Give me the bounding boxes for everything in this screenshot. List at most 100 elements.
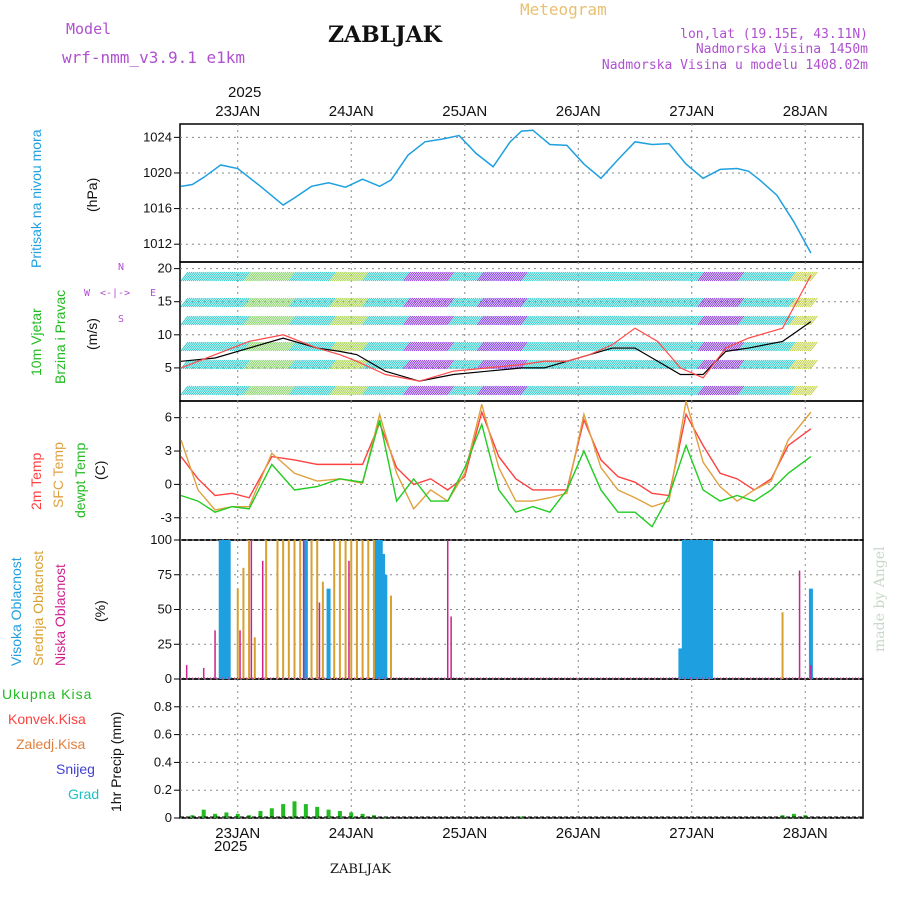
y-tick-label: 1012 [143, 236, 172, 251]
footer-station: ZABLJAK [330, 862, 391, 877]
panel-frame-4 [179, 678, 864, 819]
cloud-bar [372, 540, 375, 679]
cloud-bar [798, 570, 801, 679]
precip-bar [213, 813, 218, 818]
y-tick-label: 0.6 [154, 727, 172, 742]
cloud-bar [383, 574, 388, 679]
cloud-bar [226, 540, 231, 679]
y-tick-label: 5 [165, 360, 172, 375]
precip-bar [201, 809, 206, 818]
model-name: wrf-nmm_v3.9.1 e1km [62, 48, 246, 67]
cloud-bar [310, 540, 313, 679]
wind-legend-s: S [118, 314, 125, 325]
panel-frame-1 [179, 261, 864, 402]
cloud-bar [702, 540, 707, 679]
station-title: ZABLJAK [328, 22, 442, 48]
y-tick-label: 50 [158, 602, 172, 617]
year-bottom: 2025 [214, 838, 248, 855]
cloud-bar [302, 540, 305, 679]
cloud-bar [282, 540, 285, 679]
y-tick-label: 1024 [143, 129, 172, 144]
precip-bar [360, 813, 365, 818]
cloud-bar [355, 540, 358, 679]
cloud-bar [239, 630, 241, 679]
cloud-bar [316, 540, 319, 679]
year-top: 2025 [228, 84, 262, 101]
wind-legend-w: W [84, 288, 91, 299]
cloud-bar [303, 540, 308, 679]
cloud-bar [299, 540, 302, 679]
cloud-bar [202, 667, 205, 679]
legend-total-rain: Ukupna Kisa [2, 686, 93, 702]
cloud-bar [378, 540, 383, 679]
cloud-bar [321, 581, 324, 679]
cloud-bar [705, 540, 710, 679]
y-tick-label: 20 [158, 261, 172, 276]
y-tick-label: 6 [165, 410, 172, 425]
cloud-bar [709, 540, 714, 679]
cloud-bar [376, 540, 381, 679]
y-tick-label: 75 [158, 567, 172, 582]
cloud-bar [261, 560, 264, 679]
cloud-bar [367, 540, 370, 679]
cloud-bar [287, 540, 290, 679]
cloud-bar [318, 602, 321, 679]
cloud-bar [250, 540, 253, 679]
lonlat: lon,lat (19.15E, 43.11N) [680, 27, 868, 42]
wind-barbs [180, 271, 818, 396]
wind-legend-arrow: <-|-> [100, 288, 131, 299]
cloud-bar [293, 540, 296, 679]
date-label-top: 26JAN [556, 103, 601, 120]
date-label-bottom: 27JAN [669, 825, 714, 842]
cloud-bar [236, 588, 239, 679]
precip-bar [258, 811, 263, 818]
precip-bar [519, 816, 524, 818]
cloud-bar [248, 540, 251, 679]
cloud-bar [276, 540, 279, 679]
date-label-bottom: 25JAN [442, 825, 487, 842]
date-label-bottom: 23JAN [215, 825, 260, 842]
cloud-bar [338, 540, 341, 679]
cloud-bar [361, 540, 364, 679]
legend-snow: Snijeg [56, 761, 95, 777]
cloud-bar [695, 540, 700, 679]
altitude: Nadmorska Visina 1450m [695, 42, 868, 57]
precip-bar [349, 812, 354, 818]
cloud-bar [214, 630, 216, 679]
y-tick-label: 0.2 [154, 782, 172, 797]
precip-bar [281, 804, 286, 818]
wind-line-red [180, 274, 812, 382]
cloud-bar [218, 540, 223, 679]
wind-legend-e: E [150, 288, 157, 299]
date-label-top: 27JAN [669, 103, 714, 120]
panel-frame-2 [179, 400, 864, 541]
model-label: Model [66, 20, 112, 38]
y-tick-label: 100 [150, 532, 172, 547]
precip-bar [269, 808, 274, 818]
wind-legend-n: N [118, 262, 125, 273]
cloud-bar [446, 540, 449, 679]
pressure-line [180, 129, 812, 254]
y-tick-label: 25 [158, 636, 172, 651]
cloud-bar [450, 616, 452, 679]
y-tick-label: 0.8 [154, 699, 172, 714]
date-label-top: 28JAN [783, 103, 828, 120]
y-tick-label: 0 [165, 810, 172, 825]
cloud-bar [381, 553, 386, 679]
precip-bar [224, 812, 229, 818]
cloud-bar [692, 540, 697, 679]
model-altitude: Nadmorska Visina u modelu 1408.02m [601, 58, 868, 73]
cloud-bar [326, 588, 331, 679]
date-label-bottom: 24JAN [329, 825, 374, 842]
cloud-bar [808, 588, 813, 679]
panel-frame-0 [179, 123, 864, 263]
cloud-bar [348, 560, 350, 679]
y-tick-label: 3 [165, 443, 172, 458]
precip-bar [337, 811, 342, 818]
cloud-bar [678, 648, 683, 679]
temp-line-0 [180, 409, 812, 499]
cloud-bar [810, 665, 812, 679]
meteogram-title: Meteogram [520, 0, 607, 19]
